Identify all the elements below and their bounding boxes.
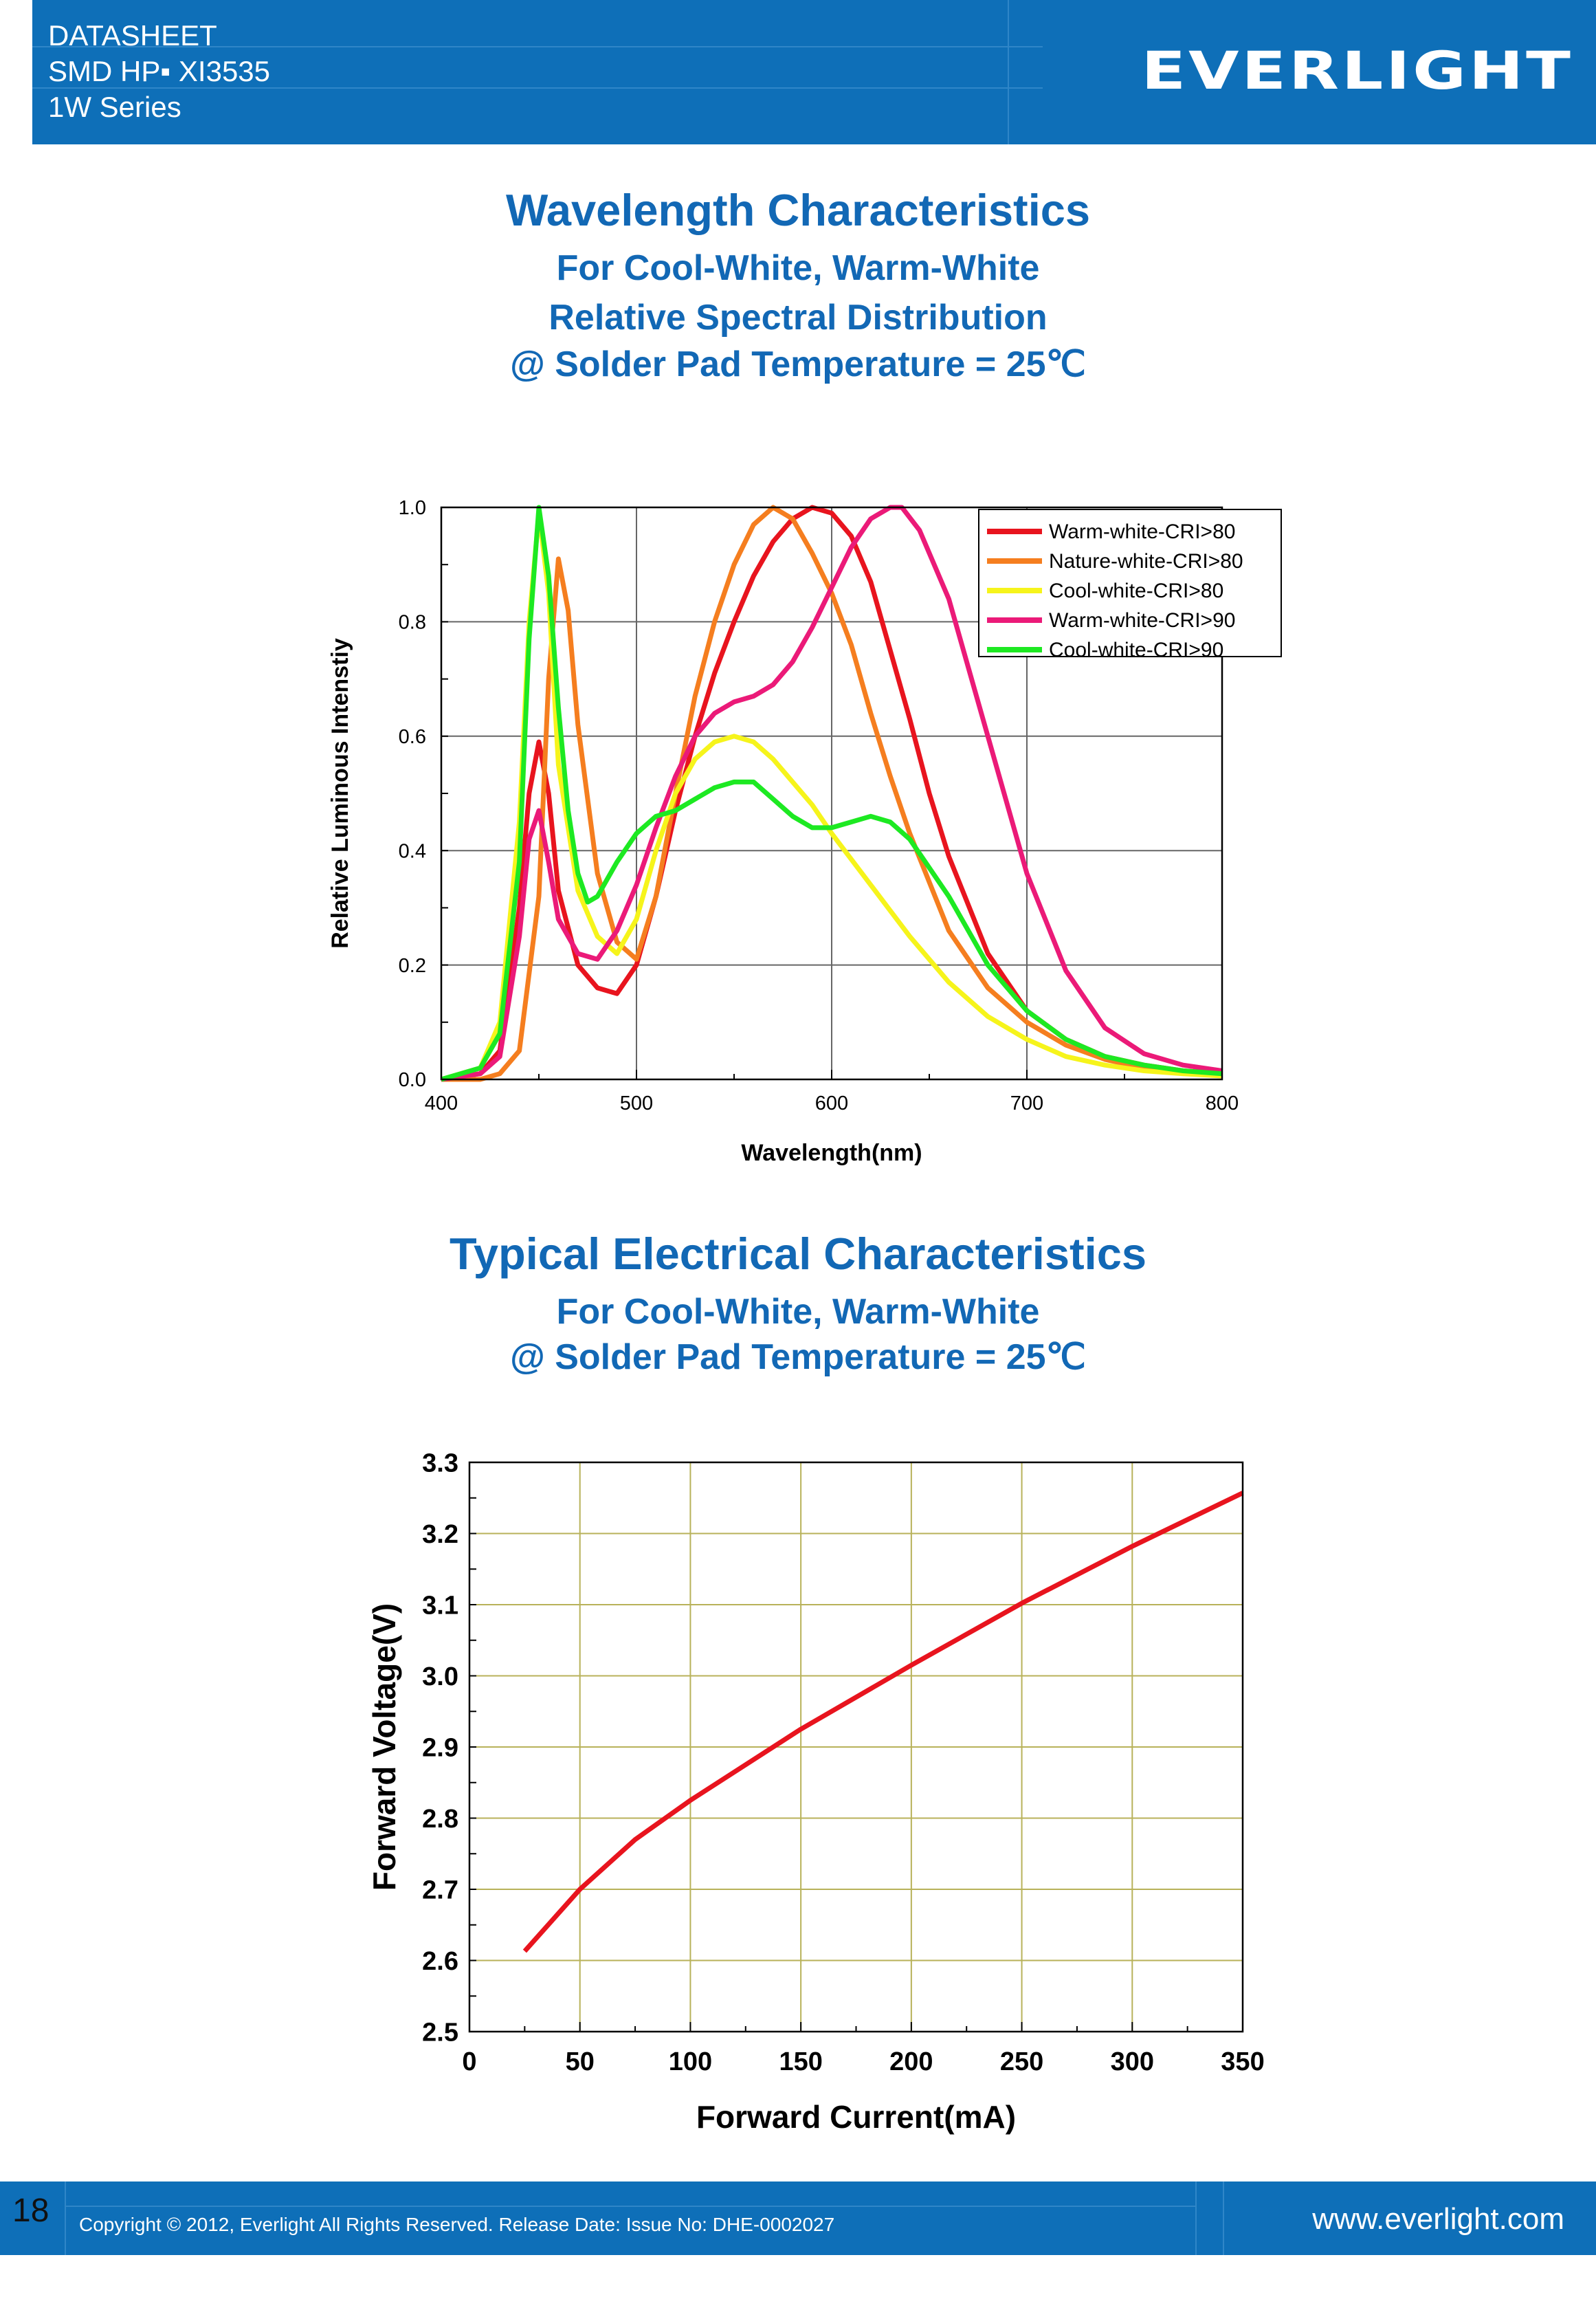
section1-subtitle2: Relative Spectral Distribution <box>548 298 1048 338</box>
legend-label-3: Cool-white-CRI>80 <box>1049 580 1223 602</box>
y-tick-label: 3.1 <box>422 1591 458 1620</box>
plot-frame <box>468 1461 1244 2033</box>
y-tick-label: 2.9 <box>422 1733 458 1762</box>
plot-background <box>441 507 1222 1079</box>
x-axis-label: Wavelength(nm) <box>741 1140 922 1166</box>
y-tick-label: 0.2 <box>399 955 426 977</box>
everlight-logo: EVERLIGHT <box>1141 40 1573 101</box>
x-axis-label: Forward Current(mA) <box>696 2099 1016 2135</box>
y-axis-label: Forward Voltage(V) <box>366 1603 402 1891</box>
x-tick-label: 500 <box>620 1092 653 1114</box>
y-tick-label: 3.0 <box>422 1662 458 1691</box>
y-tick-label: 0.0 <box>399 1069 426 1091</box>
header-decoration <box>32 0 1043 144</box>
x-tick-label: 600 <box>815 1092 848 1114</box>
series-line-4 <box>441 505 1223 1082</box>
copyright-text: Copyright © 2012, Everlight All Rights R… <box>79 2214 835 2235</box>
series-line-5 <box>441 505 1223 1082</box>
footer-decoration <box>65 2181 1224 2255</box>
legend-box <box>978 509 1282 657</box>
doc-type: DATASHEET <box>48 19 217 52</box>
x-tick-label: 300 <box>1111 2047 1154 2076</box>
y-tick-label: 2.7 <box>422 1876 458 1904</box>
x-tick-label: 800 <box>1206 1092 1239 1114</box>
legend-label-4: Warm-white-CRI>90 <box>1049 609 1235 632</box>
x-tick-label: 150 <box>779 2047 822 2076</box>
plot-frame <box>440 506 1223 1081</box>
y-axis-label: Relative Luminous Intenstiy <box>327 638 353 949</box>
product-name: SMD HP▪ XI3535 <box>48 55 271 87</box>
x-tick-label: 0 <box>462 2047 476 2076</box>
x-tick-label: 700 <box>1010 1092 1043 1114</box>
y-tick-label: 0.4 <box>399 840 426 862</box>
series-line-2 <box>441 505 1223 1082</box>
x-tick-label: 100 <box>669 2047 712 2076</box>
section1-subtitle3: @ Solder Pad Temperature = 25℃ <box>510 344 1086 384</box>
legend-label-5: Cool-white-CRI>90 <box>1049 639 1223 661</box>
legend-label-1: Warm-white-CRI>80 <box>1049 520 1235 543</box>
y-tick-label: 0.8 <box>399 612 426 634</box>
page-number: 18 <box>12 2192 49 2229</box>
y-tick-label: 0.6 <box>399 726 426 748</box>
series-line-1 <box>522 1491 1244 1953</box>
website-link[interactable]: www.everlight.com <box>1312 2202 1564 2236</box>
y-tick-label: 1.0 <box>399 497 426 519</box>
footer-bar: 18 Copyright © 2012, Everlight All Right… <box>0 2181 1596 2255</box>
section2-subtitle2: @ Solder Pad Temperature = 25℃ <box>510 1337 1086 1377</box>
plot-background <box>469 1462 1243 2032</box>
x-tick-label: 50 <box>566 2047 595 2076</box>
series-line-3 <box>441 510 1223 1082</box>
product-series: 1W Series <box>48 91 181 123</box>
section1-subtitle1: For Cool-White, Warm-White <box>556 248 1040 288</box>
header-bar: DATASHEET SMD HP▪ XI3535 1W Series EVERL… <box>32 0 1596 144</box>
x-tick-label: 400 <box>425 1092 458 1114</box>
x-tick-label: 250 <box>1000 2047 1043 2076</box>
x-tick-label: 350 <box>1221 2047 1264 2076</box>
y-tick-label: 3.2 <box>422 1520 458 1549</box>
y-tick-label: 2.6 <box>422 1947 458 1976</box>
x-tick-label: 200 <box>889 2047 933 2076</box>
section2-title: Typical Electrical Characteristics <box>449 1229 1147 1279</box>
legend-label-2: Nature-white-CRI>80 <box>1049 550 1243 573</box>
y-tick-label: 2.8 <box>422 1805 458 1834</box>
section2-subtitle1: For Cool-White, Warm-White <box>556 1292 1040 1332</box>
y-tick-label: 2.5 <box>422 2018 458 2047</box>
series-line-1 <box>441 505 1223 1082</box>
section1-title: Wavelength Characteristics <box>505 185 1091 235</box>
y-tick-label: 3.3 <box>422 1449 458 1477</box>
